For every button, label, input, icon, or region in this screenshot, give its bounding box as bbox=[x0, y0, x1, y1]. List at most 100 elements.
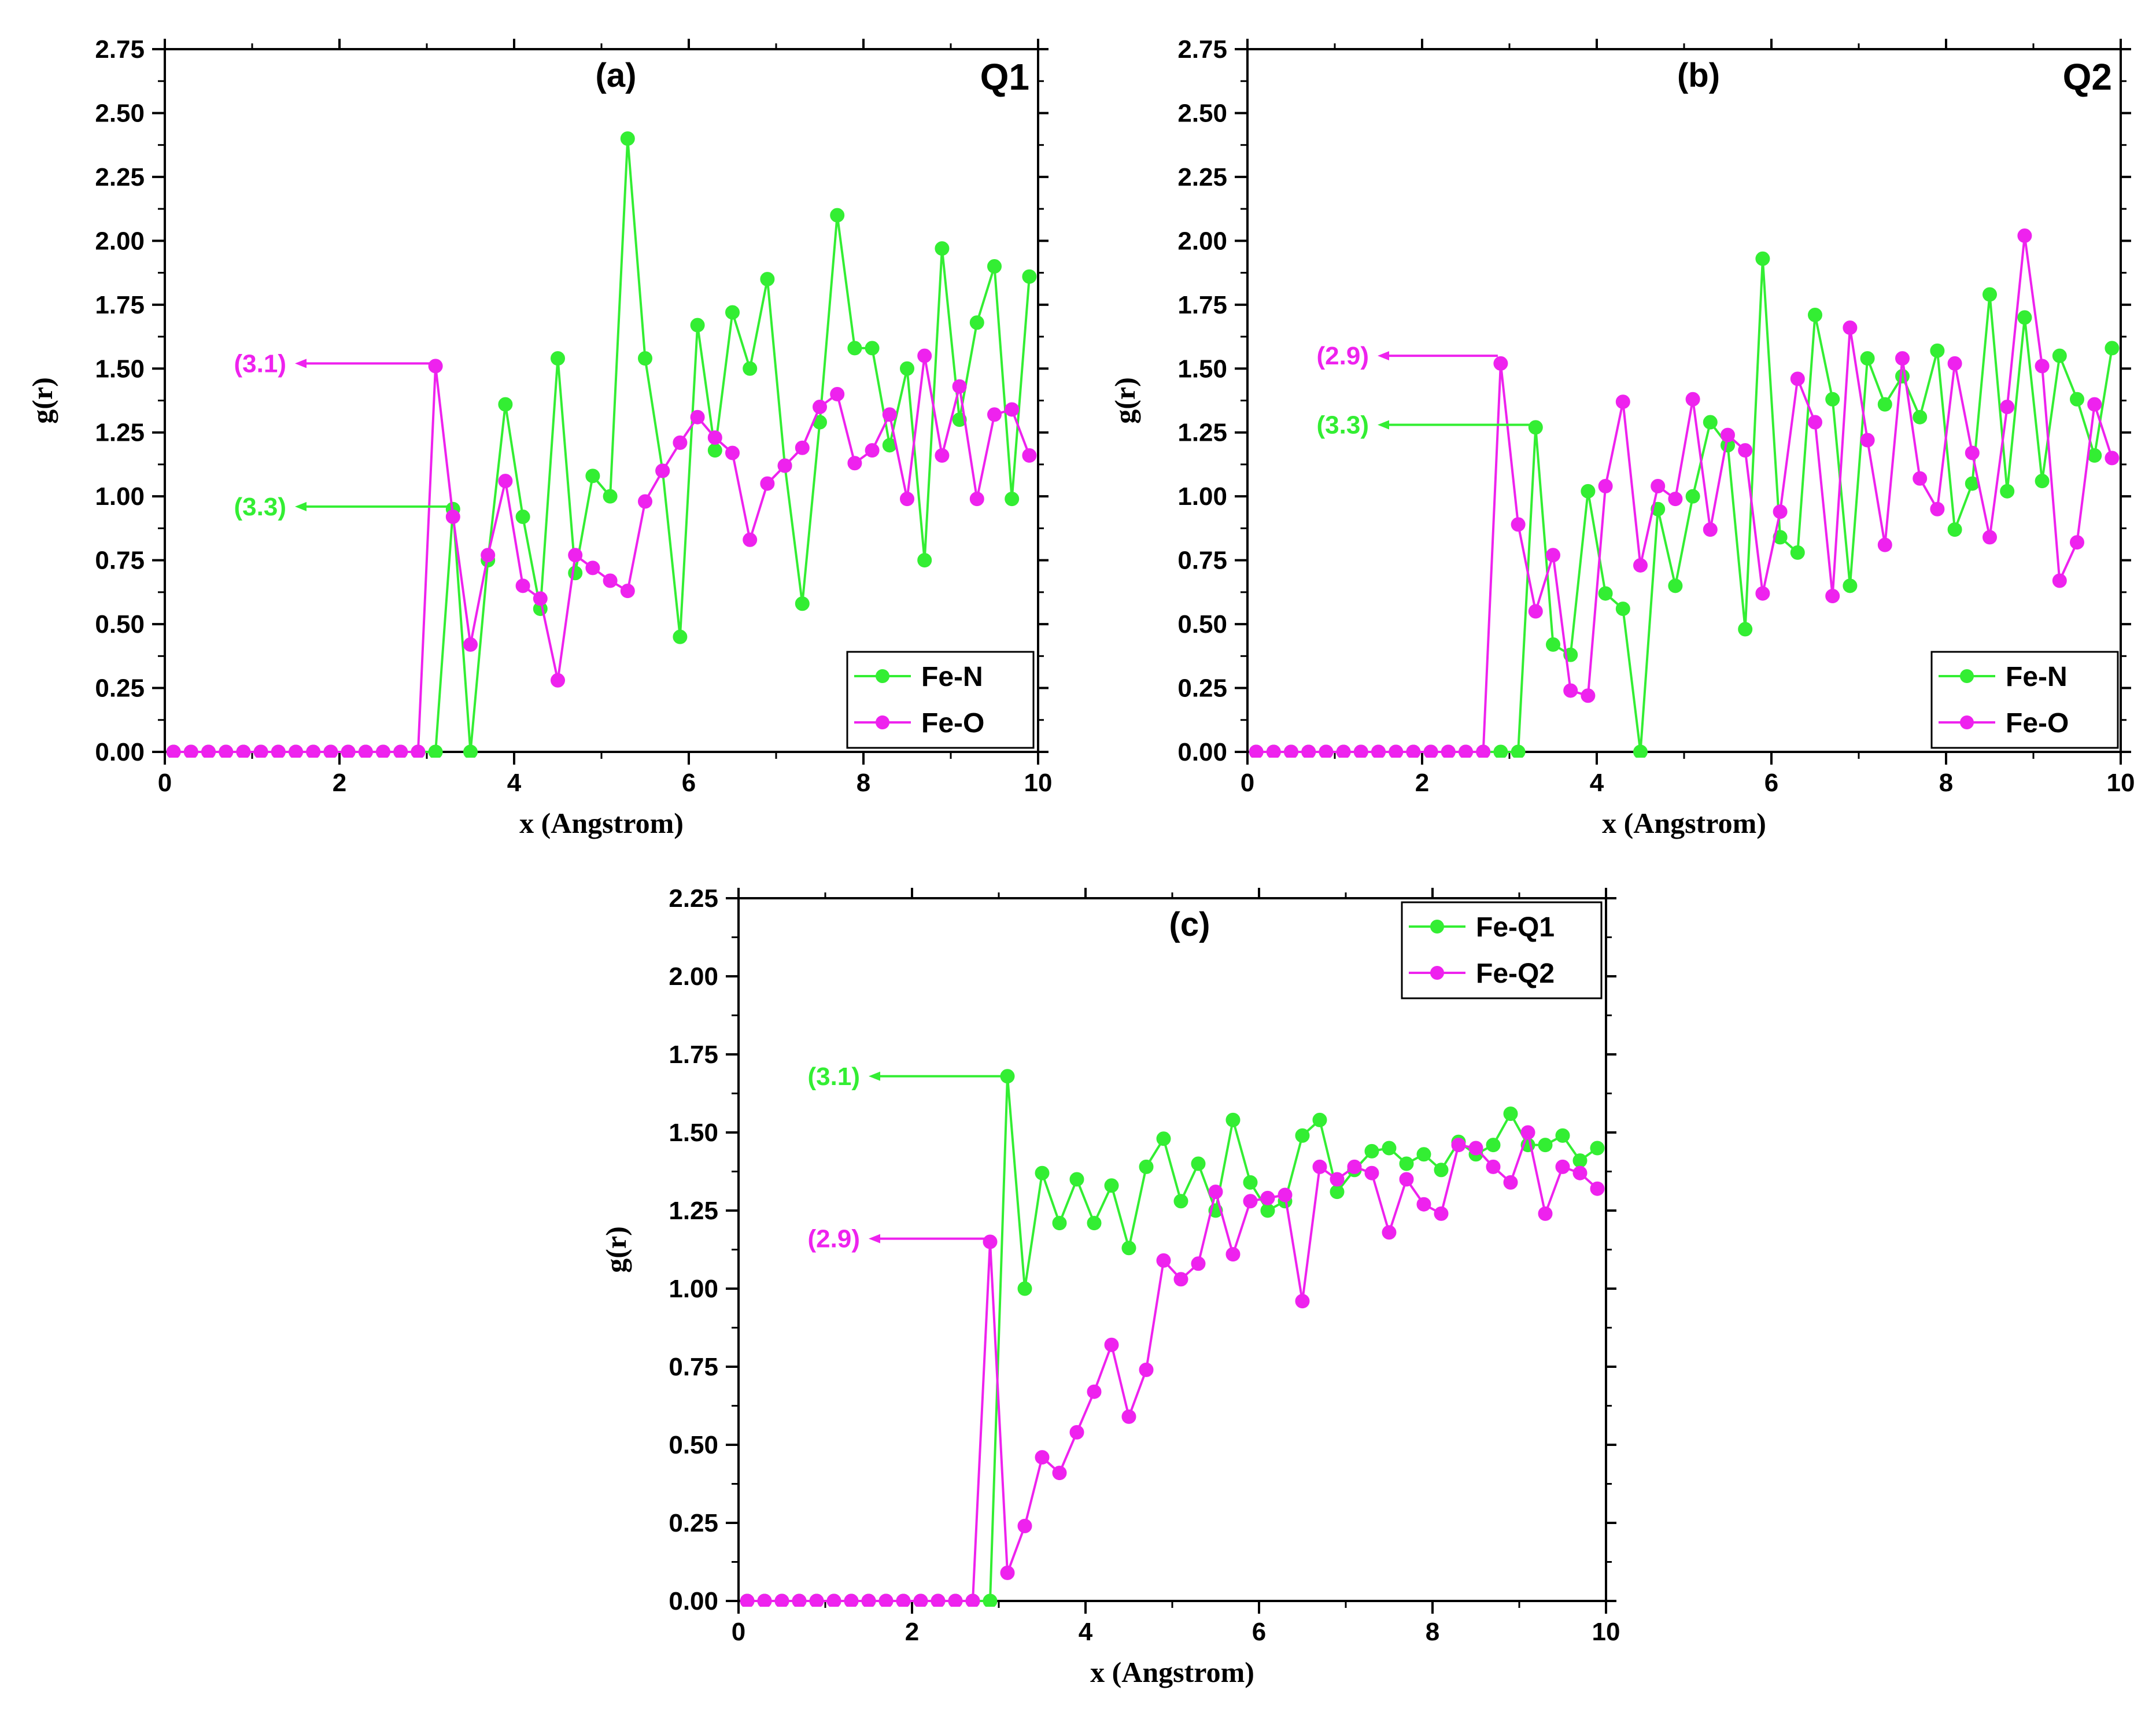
x-tick-label: 4 bbox=[1590, 769, 1604, 797]
y-tick-label: 2.25 bbox=[669, 884, 718, 913]
data-point bbox=[795, 440, 810, 455]
data-point bbox=[1895, 369, 1910, 384]
data-point bbox=[1913, 409, 1928, 425]
x-axis-title: x (Angstrom) bbox=[1602, 807, 1766, 839]
data-point bbox=[533, 591, 548, 606]
legend-box bbox=[1930, 651, 2119, 749]
data-point bbox=[725, 305, 740, 320]
data-point bbox=[551, 351, 565, 366]
y-tick-label: 0.50 bbox=[1177, 610, 1227, 639]
annotation-label: (3.3) bbox=[234, 493, 286, 521]
data-point bbox=[707, 443, 722, 458]
data-point bbox=[1353, 744, 1368, 758]
corner-label: Q1 bbox=[980, 56, 1029, 98]
data-point bbox=[306, 744, 321, 758]
data-point bbox=[1555, 1159, 1570, 1174]
data-point bbox=[358, 744, 373, 758]
data-point bbox=[1035, 1165, 1050, 1180]
data-point bbox=[1633, 744, 1648, 758]
data-point bbox=[1668, 578, 1683, 593]
data-point bbox=[1336, 744, 1351, 758]
y-tick-label: 1.25 bbox=[669, 1197, 718, 1225]
y-tick-label: 0.00 bbox=[1177, 738, 1227, 766]
data-point bbox=[1017, 1281, 1032, 1296]
x-tick-label: 8 bbox=[1426, 1618, 1439, 1646]
annotation-label: (2.9) bbox=[1317, 342, 1369, 370]
y-tick-label: 2.50 bbox=[1177, 99, 1227, 127]
y-tick-label: 0.50 bbox=[95, 610, 145, 639]
data-point bbox=[917, 348, 932, 363]
data-point bbox=[393, 744, 408, 758]
panel-b: 0 2 4 6 8 10 0.00 0.25 0.50 0.75 1.00 1.25 1.50 1.75 2… bbox=[1109, 35, 2135, 839]
annotation-label: (3.3) bbox=[1317, 411, 1369, 439]
data-point bbox=[1243, 1194, 1258, 1209]
data-point bbox=[1503, 1106, 1518, 1121]
x-tick-label: 0 bbox=[1241, 769, 1254, 797]
data-point bbox=[935, 448, 950, 463]
data-point bbox=[1860, 433, 1875, 448]
data-point bbox=[795, 596, 810, 611]
data-point bbox=[1563, 683, 1578, 698]
x-tick-label: 6 bbox=[1764, 769, 1778, 797]
data-point bbox=[830, 208, 845, 223]
data-point bbox=[1301, 744, 1316, 758]
data-point bbox=[1284, 744, 1298, 758]
data-point bbox=[1005, 492, 1020, 507]
data-point bbox=[1319, 744, 1334, 758]
x-tick-label: 2 bbox=[333, 769, 346, 797]
data-point bbox=[1790, 371, 1805, 386]
data-point bbox=[1295, 1128, 1310, 1143]
legend-swatch-marker bbox=[876, 715, 889, 729]
data-point bbox=[830, 386, 845, 401]
data-point bbox=[376, 744, 390, 758]
data-point bbox=[1312, 1112, 1327, 1127]
data-point bbox=[253, 744, 268, 758]
x-axis-title: x (Angstrom) bbox=[1090, 1656, 1254, 1688]
data-point bbox=[969, 315, 984, 330]
data-point bbox=[1721, 427, 1735, 442]
data-point bbox=[1503, 1175, 1518, 1190]
data-point bbox=[428, 359, 443, 374]
x-tick-label: 10 bbox=[2107, 769, 2135, 797]
data-point bbox=[498, 397, 513, 412]
data-point bbox=[1330, 1172, 1345, 1187]
data-point bbox=[1913, 471, 1928, 486]
data-point bbox=[1156, 1253, 1171, 1268]
data-point bbox=[1843, 320, 1858, 335]
data-point bbox=[826, 1593, 841, 1607]
data-point bbox=[1260, 1190, 1275, 1205]
data-point bbox=[948, 1593, 963, 1607]
x-tick-label: 2 bbox=[905, 1618, 919, 1646]
data-point bbox=[1416, 1197, 1431, 1212]
data-point bbox=[1406, 744, 1421, 758]
data-point bbox=[865, 443, 880, 458]
legend-label: Fe-O bbox=[2006, 708, 2069, 739]
data-point bbox=[777, 458, 792, 473]
corner-label: Q2 bbox=[2063, 56, 2112, 98]
data-point bbox=[201, 744, 216, 758]
data-point bbox=[1877, 537, 1892, 552]
y-tick-label: 1.75 bbox=[669, 1041, 718, 1069]
data-point bbox=[1260, 1203, 1275, 1218]
data-point bbox=[1208, 1185, 1223, 1200]
legend-swatch-marker bbox=[1430, 920, 1444, 934]
data-point bbox=[1493, 744, 1508, 758]
data-point bbox=[620, 584, 635, 599]
data-point bbox=[2000, 484, 2015, 499]
annotation-label: (2.9) bbox=[808, 1225, 860, 1253]
panel-a: 0 2 4 6 8 10 0.00 0.25 0.50 0.75 1.00 1.25 1.50 1.75 2… bbox=[26, 35, 1052, 839]
panel-label: (b) bbox=[1677, 57, 1720, 94]
data-point bbox=[1895, 351, 1910, 366]
data-point bbox=[498, 474, 513, 489]
data-point bbox=[219, 744, 234, 758]
legend-swatch-marker bbox=[876, 669, 889, 683]
data-point bbox=[1983, 287, 1997, 302]
data-point bbox=[1087, 1216, 1102, 1231]
data-point bbox=[603, 489, 618, 504]
data-point bbox=[1173, 1194, 1188, 1209]
legend: Fe-Q1 Fe-Q2 bbox=[1401, 901, 1603, 999]
data-point bbox=[638, 351, 652, 366]
data-point bbox=[1703, 415, 1718, 430]
y-tick-label: 2.00 bbox=[95, 227, 145, 255]
data-point bbox=[445, 510, 460, 525]
